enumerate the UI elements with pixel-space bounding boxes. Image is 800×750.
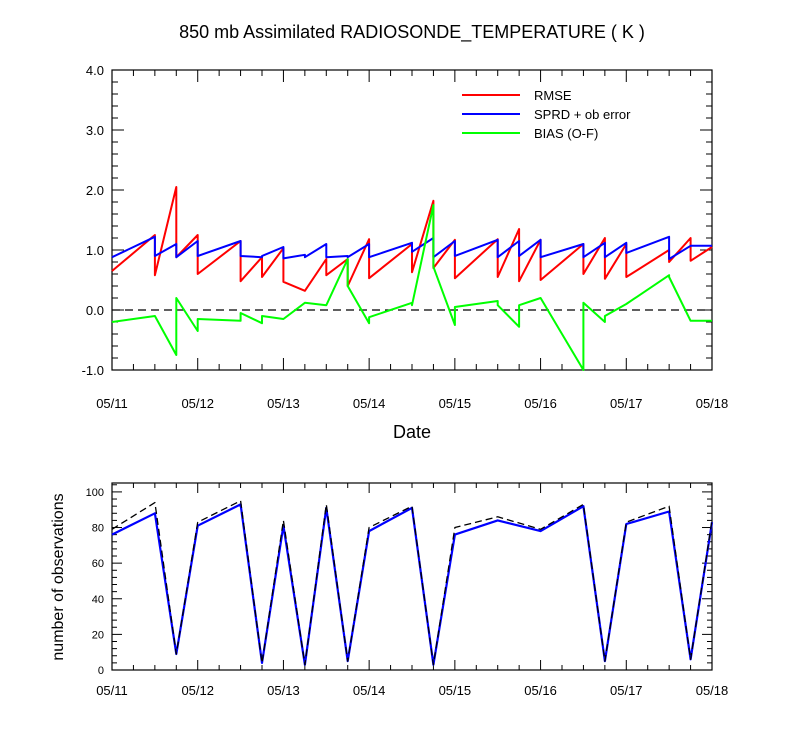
series-line-sprd-ob-error <box>111 235 712 260</box>
bottom-x-tick-label: 05/16 <box>524 683 557 698</box>
bottom-y-tick-label: 100 <box>86 487 104 499</box>
bottom-x-tick-label: 05/13 <box>267 683 300 698</box>
top-y-tick-label: 0.0 <box>86 303 104 318</box>
top-x-tick-label: 05/18 <box>696 396 729 411</box>
top-x-tick-label: 05/12 <box>181 396 214 411</box>
legend: RMSE SPRD + ob error BIAS (O-F) <box>462 88 631 141</box>
top-x-tick-label: 05/15 <box>439 396 472 411</box>
top-y-tick-label: 1.0 <box>86 243 104 258</box>
series-line-bias-o-f <box>111 204 712 371</box>
bottom-y-tick-label: 60 <box>92 558 104 570</box>
top-y-tick-label: -1.0 <box>82 363 104 378</box>
bottom-x-tick-label: 05/14 <box>353 683 386 698</box>
bottom-y-tick-label: 20 <box>92 629 104 641</box>
bottom-x-tick-labels: 05/11 05/12 05/13 05/14 05/15 05/16 05/17 05/18 <box>96 683 728 698</box>
chart-title: 850 mb Assimilated RADIOSONDE_TEMPERATUR… <box>179 22 645 43</box>
bottom-y-tick-label: 0 <box>98 665 104 677</box>
x-axis-title: Date <box>393 422 431 442</box>
top-y-tick-labels: -1.0 0.0 1.0 2.0 3.0 4.0 <box>82 63 104 378</box>
top-x-tick-label: 05/16 <box>524 396 557 411</box>
top-x-tick-label: 05/14 <box>353 396 386 411</box>
bottom-y-tick-labels: 0 20 40 60 80 100 <box>86 487 104 677</box>
top-x-tick-label: 05/13 <box>267 396 300 411</box>
bottom-series-lines <box>111 500 714 666</box>
top-series-lines <box>111 186 713 371</box>
bottom-x-tick-label: 05/18 <box>696 683 729 698</box>
top-axis-ticks <box>111 69 713 371</box>
top-y-tick-label: 2.0 <box>86 183 104 198</box>
top-x-tick-label: 05/11 <box>96 396 128 411</box>
bottom-axis-ticks <box>111 483 713 671</box>
series-line-used-observations <box>111 503 714 666</box>
series-line-total-observations <box>111 500 713 666</box>
legend-label: BIAS (O-F) <box>534 126 598 141</box>
legend-label: RMSE <box>534 88 572 103</box>
top-y-tick-label: 3.0 <box>86 123 104 138</box>
top-x-tick-label: 05/17 <box>610 396 643 411</box>
bottom-y-tick-label: 80 <box>92 523 104 535</box>
legend-label: SPRD + ob error <box>534 107 631 122</box>
bottom-x-tick-label: 05/12 <box>181 683 214 698</box>
top-x-tick-labels: 05/11 05/12 05/13 05/14 05/15 05/16 05/17 05/18 <box>96 396 728 411</box>
top-y-tick-label: 4.0 <box>86 63 104 78</box>
bottom-x-tick-label: 05/17 <box>610 683 643 698</box>
bottom-x-tick-label: 05/11 <box>96 683 128 698</box>
top-chart: -1.0 0.0 1.0 2.0 3.0 4.0 05/11 05/12 05/13 05/14… <box>82 63 729 442</box>
bottom-x-tick-label: 05/15 <box>439 683 472 698</box>
series-line-rmse <box>111 186 713 292</box>
y-axis-title-observations: number of observations <box>50 493 67 660</box>
bottom-y-tick-label: 40 <box>92 594 104 606</box>
